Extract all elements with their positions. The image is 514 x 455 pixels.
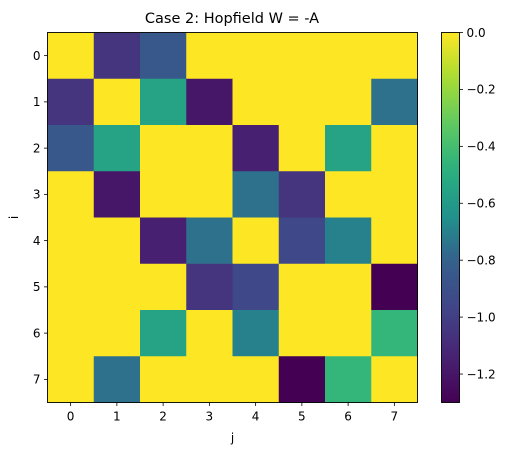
heatmap-cell [371, 310, 418, 357]
heatmap-cell [371, 32, 418, 80]
heatmap-cell [278, 310, 326, 357]
heatmap-cell [186, 356, 233, 403]
x-tick-label: 3 [206, 410, 214, 424]
colorbar-tick-label: −0.2 [467, 83, 496, 97]
colorbar-tick-label: −1.2 [467, 367, 496, 381]
heatmap-cell [371, 125, 418, 172]
heatmap-cell [186, 217, 233, 265]
y-tick-label: 6 [33, 326, 41, 340]
heatmap-cell [232, 125, 280, 172]
x-axis-label: j [230, 431, 234, 445]
heatmap-cells [47, 32, 418, 403]
colorbar-tick-label: −0.4 [467, 140, 496, 154]
heatmap-cell [93, 32, 141, 80]
colorbar-tick-label: −0.8 [467, 253, 496, 267]
heatmap-cell [140, 125, 187, 172]
heatmap-cell [232, 263, 280, 311]
x-axis-ticks: 0 1 2 3 4 5 6 7 [67, 402, 399, 424]
heatmap-cell [278, 78, 326, 126]
heatmap-cell [371, 356, 418, 403]
heatmap-cell [232, 171, 280, 218]
heatmap-cell [186, 263, 233, 311]
heatmap-cell [140, 217, 187, 265]
chart-title: Case 2: Hopfield W = -A [145, 11, 319, 27]
heatmap-cell [186, 171, 233, 218]
y-tick-label: 2 [33, 141, 41, 155]
heatmap-cell [93, 263, 141, 311]
heatmap-cell [93, 217, 141, 265]
heatmap-cell [232, 356, 280, 403]
heatmap-cell [140, 356, 187, 403]
heatmap-cell [325, 78, 372, 126]
heatmap-cell [47, 171, 95, 218]
heatmap-cell [47, 78, 95, 126]
heatmap-cell [325, 125, 372, 172]
x-tick-label: 7 [391, 410, 399, 424]
colorbar-ticks: 0.0 −0.2 −0.4 −0.6 −0.8 −1.0 −1.2 [459, 26, 496, 381]
heatmap-cell [325, 356, 372, 403]
heatmap-cell [325, 310, 372, 357]
heatmap-cell [186, 310, 233, 357]
heatmap-cell [47, 263, 95, 311]
heatmap-cell [47, 125, 95, 172]
x-tick-label: 5 [298, 410, 306, 424]
heatmap-cell [371, 171, 418, 218]
heatmap-cell [93, 310, 141, 357]
heatmap-cell [278, 356, 326, 403]
heatmap-cell [47, 356, 95, 403]
y-tick-label: 1 [33, 95, 41, 109]
heatmap-cell [186, 78, 233, 126]
heatmap-cell [371, 263, 418, 311]
heatmap-cell [278, 263, 326, 311]
heatmap-cell [232, 78, 280, 126]
heatmap-cell [278, 125, 326, 172]
x-tick-label: 1 [113, 410, 121, 424]
x-tick-label: 2 [159, 410, 167, 424]
heatmap-cell [93, 171, 141, 218]
heatmap-cell [278, 217, 326, 265]
colorbar-tick-label: −1.0 [467, 310, 496, 324]
heatmap-cell [93, 78, 141, 126]
y-axis-label: i [7, 216, 21, 219]
y-tick-label: 7 [33, 373, 41, 387]
heatmap-cell [140, 78, 187, 126]
heatmap-cell [371, 217, 418, 265]
heatmap-cell [325, 263, 372, 311]
colorbar-tick-label: 0.0 [467, 26, 486, 40]
y-tick-label: 3 [33, 188, 41, 202]
heatmap-cell [371, 78, 418, 126]
y-tick-label: 0 [33, 49, 41, 63]
heatmap-cell [140, 171, 187, 218]
x-tick-label: 0 [67, 410, 75, 424]
heatmap-cell [278, 32, 326, 80]
heatmap-cell [47, 32, 95, 80]
colorbar [441, 32, 460, 403]
heatmap-cell [47, 217, 95, 265]
y-tick-label: 4 [33, 234, 41, 248]
heatmap-cell [93, 356, 141, 403]
heatmap-cell [325, 171, 372, 218]
y-tick-label: 5 [33, 280, 41, 294]
heatmap-cell [140, 310, 187, 357]
heatmap-cell [140, 263, 187, 311]
y-axis-ticks: 0 1 2 3 4 5 6 7 [33, 49, 48, 387]
heatmap-cell [325, 217, 372, 265]
heatmap-cell [186, 32, 233, 80]
heatmap-cell [186, 125, 233, 172]
heatmap-cell [93, 125, 141, 172]
plot-frame [47, 32, 418, 403]
x-tick-label: 6 [344, 410, 352, 424]
heatmap-cell [325, 32, 372, 80]
heatmap-cell [47, 310, 95, 357]
heatmap-cell [232, 217, 280, 265]
heatmap-cell [232, 32, 280, 80]
heatmap-cell [140, 32, 187, 80]
colorbar-tick-label: −0.6 [467, 197, 496, 211]
heatmap-cell [232, 310, 280, 357]
x-tick-label: 4 [252, 410, 260, 424]
heatmap-cell [278, 171, 326, 218]
